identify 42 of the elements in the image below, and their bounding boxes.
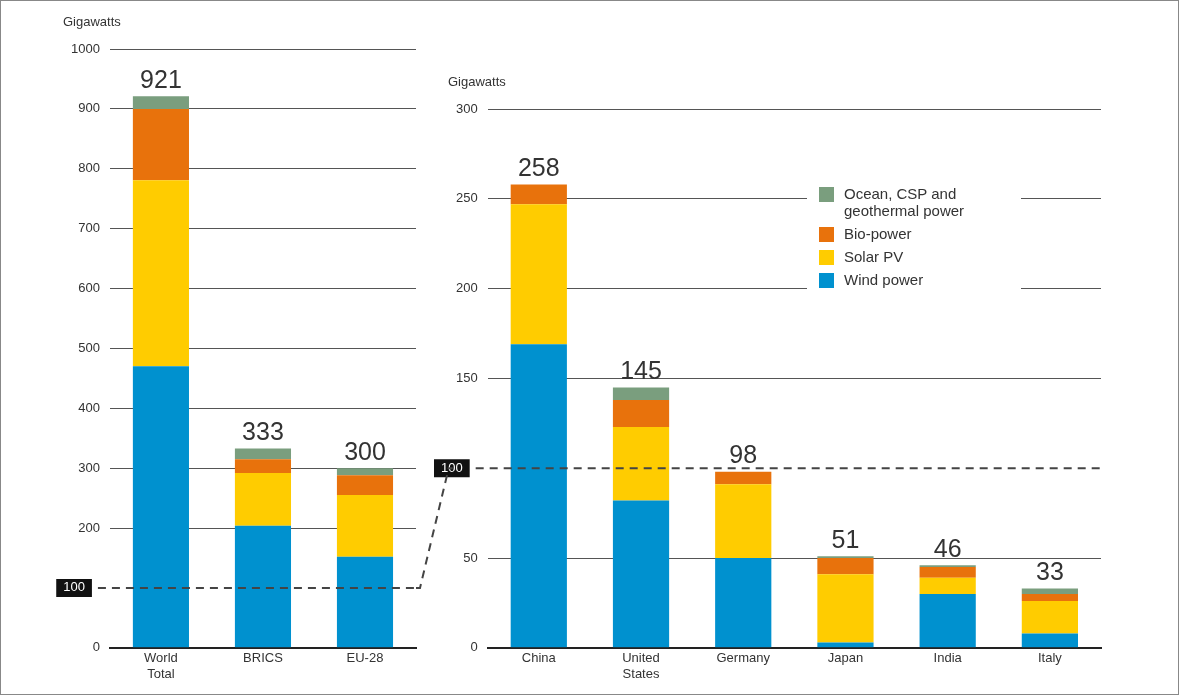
y-tick-label: 200 bbox=[78, 519, 100, 535]
x-tick-label: China bbox=[521, 650, 557, 666]
total-label: 98 bbox=[729, 440, 758, 469]
y-tick-label: 50 bbox=[463, 549, 478, 565]
y-axis-title: Gigawatts bbox=[448, 74, 506, 89]
legend-label: Bio-power bbox=[844, 225, 912, 242]
y-tick-label: 150 bbox=[455, 369, 478, 385]
y-tick-label: 200 bbox=[455, 280, 478, 296]
y-tick-label: 300 bbox=[78, 459, 100, 475]
y-tick-label: 300 bbox=[455, 100, 478, 116]
total-label: 333 bbox=[242, 416, 284, 445]
ref-line-label: 100 bbox=[63, 579, 85, 595]
y-tick-label: 700 bbox=[78, 220, 100, 236]
x-tick-label: Germany bbox=[716, 650, 771, 666]
y-axis-title: Gigawatts bbox=[63, 14, 121, 29]
ref-line-label: 100 bbox=[440, 459, 463, 475]
x-tick-label: Italy bbox=[1037, 650, 1063, 666]
total-label: 46 bbox=[933, 533, 962, 562]
legend-label: Ocean, CSP and geothermal power bbox=[844, 185, 966, 219]
y-tick-label: 0 bbox=[92, 639, 100, 655]
x-tick-label: EU-28 bbox=[346, 650, 384, 666]
x-tick-label: World Total bbox=[144, 650, 178, 681]
legend-label: Wind power bbox=[844, 271, 924, 288]
y-tick-label: 800 bbox=[78, 160, 100, 176]
x-tick-label: United States bbox=[622, 650, 660, 681]
y-tick-label: 600 bbox=[78, 280, 100, 296]
y-tick-label: 500 bbox=[78, 339, 100, 355]
y-tick-label: 1000 bbox=[71, 40, 100, 56]
y-tick-label: 250 bbox=[455, 190, 478, 206]
x-tick-label: India bbox=[933, 650, 963, 666]
y-tick-label: 0 bbox=[470, 639, 478, 655]
total-label: 51 bbox=[831, 524, 860, 553]
y-tick-label: 900 bbox=[78, 100, 100, 116]
legend-label: Solar PV bbox=[844, 248, 904, 265]
y-tick-label: 400 bbox=[78, 399, 100, 415]
total-label: 921 bbox=[140, 64, 182, 93]
total-label: 33 bbox=[1035, 556, 1064, 585]
x-tick-label: BRICS bbox=[243, 650, 284, 666]
total-label: 145 bbox=[620, 355, 662, 384]
total-label: 300 bbox=[344, 436, 386, 465]
total-label: 258 bbox=[517, 152, 560, 181]
x-tick-label: Japan bbox=[827, 650, 864, 666]
